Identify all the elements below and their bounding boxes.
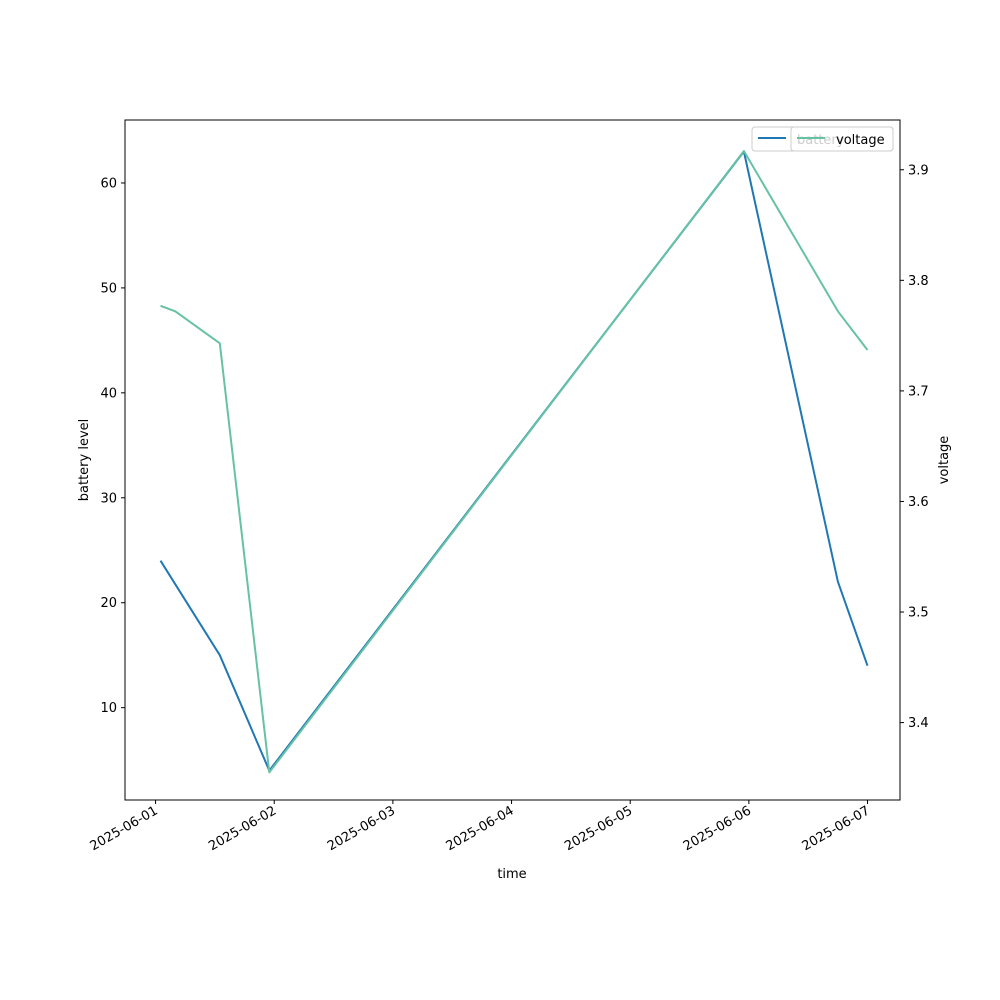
- left-y-tick-label: 30: [100, 491, 117, 506]
- left-y-tick-label: 10: [100, 701, 117, 716]
- right-y-tick-label: 3.7: [908, 384, 929, 399]
- right-y-tick-label: 3.6: [908, 495, 929, 510]
- legend-right-box: [790, 126, 894, 152]
- left-y-axis-ticks: 10 20 30 40 50 60: [100, 176, 125, 716]
- right-y-tick-label: 3.5: [908, 606, 929, 621]
- left-y-tick-label: 40: [100, 386, 117, 401]
- legend-right-label: voltage: [836, 133, 885, 148]
- left-y-tick-label: 20: [100, 596, 117, 611]
- x-axis-label: time: [497, 867, 526, 882]
- series-line-voltage: [160, 150, 869, 774]
- right-y-axis-ticks: 3.4 3.5 3.6 3.7 3.8 3.9: [900, 163, 929, 731]
- right-y-tick-label: 3.8: [908, 274, 929, 289]
- left-y-tick-label: 60: [100, 176, 117, 191]
- plot-frame: [124, 119, 901, 801]
- left-y-axis-label: battery level: [77, 419, 92, 502]
- left-y-tick-label: 50: [100, 281, 117, 296]
- legend-right: voltage: [790, 126, 894, 152]
- right-y-axis-label: voltage: [937, 436, 952, 485]
- right-y-tick-label: 3.4: [908, 716, 929, 731]
- series-layer: [159, 150, 869, 774]
- right-y-tick-label: 3.9: [908, 163, 929, 178]
